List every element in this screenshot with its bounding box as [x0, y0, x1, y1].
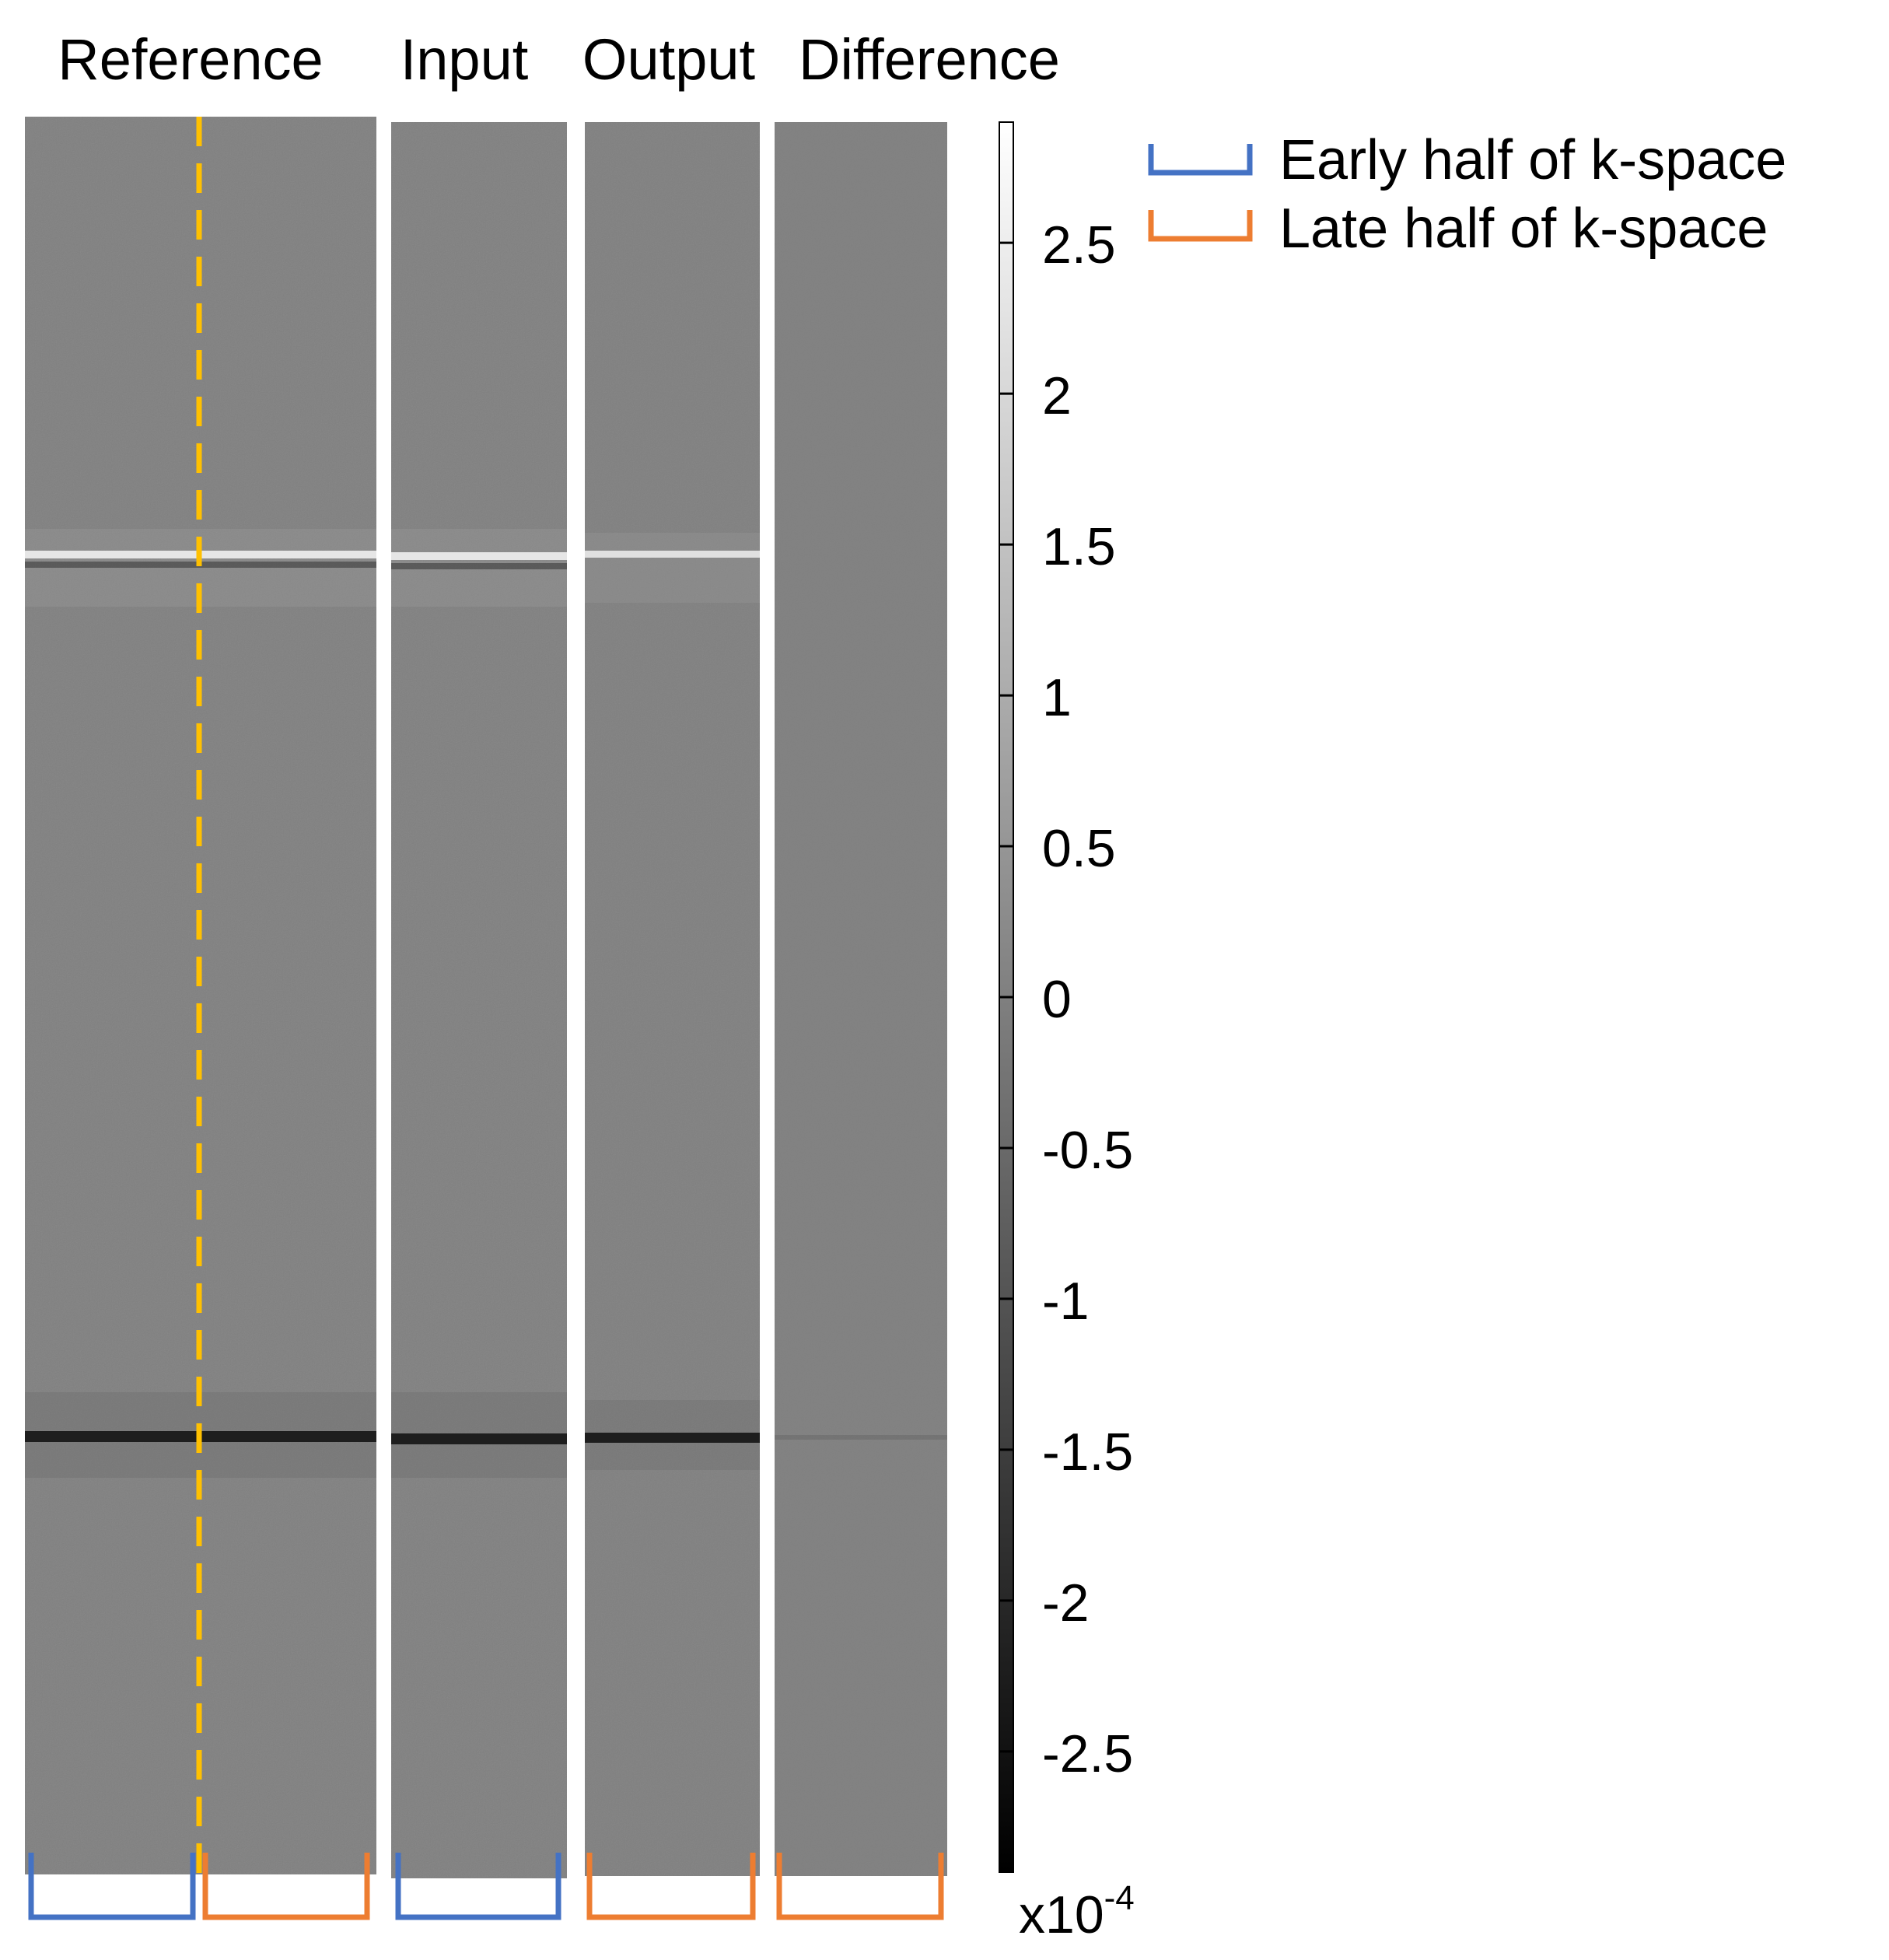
bracket-reference-late	[202, 1853, 370, 1920]
colorbar: 2.5 2 1.5 1 0.5 0 -0.5 -1 -1.5 -2 -2.5 x10-4	[999, 121, 1135, 1944]
bright-line	[585, 551, 760, 558]
legend-label-late: Late half of k-space	[1279, 198, 1768, 260]
bright-line	[391, 552, 567, 560]
colorbar-tick-label: 0.5	[1042, 819, 1116, 878]
band-upper	[585, 533, 760, 603]
panel-title-difference: Difference	[799, 27, 1060, 92]
panel-title-output: Output	[582, 27, 756, 92]
dark-line	[391, 1433, 567, 1444]
bracket-reference-early	[28, 1853, 196, 1920]
panel-input	[391, 122, 567, 1878]
colorbar-ticks: 2.5 2 1.5 1 0.5 0 -0.5 -1 -1.5 -2 -2.5	[999, 215, 1133, 1783]
bracket-output-late	[586, 1853, 756, 1920]
dark-shadow-line	[391, 563, 567, 569]
panel-difference	[775, 122, 947, 1876]
legend: Early half of k-space Late half of k-spa…	[1148, 129, 1786, 260]
panel-title-input: Input	[401, 27, 529, 92]
legend-swatch-late	[1148, 210, 1253, 242]
bracket-input-early	[395, 1853, 561, 1920]
colorbar-tick-label: 1	[1042, 668, 1072, 727]
legend-label-early: Early half of k-space	[1279, 129, 1786, 191]
colorbar-tick-label: -0.5	[1042, 1121, 1133, 1180]
panel-reference	[25, 117, 376, 1874]
panel-title-reference: Reference	[58, 27, 323, 92]
bracket-difference-late	[776, 1853, 944, 1920]
colorbar-tick-label: 0	[1042, 970, 1072, 1029]
colorbar-tick-label: 2	[1042, 366, 1072, 425]
legend-swatch-early	[1148, 144, 1253, 176]
colorbar-tick-label: -1	[1042, 1272, 1089, 1331]
colorbar-scale-exponent: -4	[1104, 1879, 1135, 1917]
colorbar-scale-base: x10	[1019, 1885, 1104, 1944]
colorbar-tick-label: -2.5	[1042, 1724, 1133, 1783]
colorbar-scale-label: x10-4	[1019, 1879, 1135, 1944]
faint-artifact-line	[775, 1435, 947, 1440]
colorbar-tick-label: -1.5	[1042, 1423, 1133, 1482]
dark-line	[585, 1433, 760, 1443]
colorbar-tick-label: 2.5	[1042, 215, 1116, 275]
panel-output	[585, 122, 760, 1876]
colorbar-tick-label: -2	[1042, 1573, 1089, 1633]
colorbar-tick-label: 1.5	[1042, 517, 1116, 576]
